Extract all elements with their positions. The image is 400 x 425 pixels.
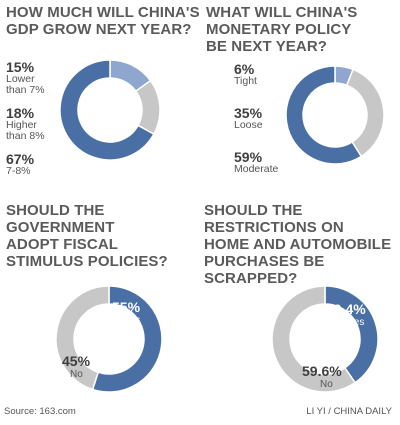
chart-4-slice-1-desc-1: Yes bbox=[348, 317, 365, 328]
chart-2-slice-1-desc-1: Tight bbox=[234, 75, 257, 87]
chart-1-slice-2-value: 18% bbox=[6, 105, 35, 121]
chart-4-title-line-1: SHOULD THE bbox=[204, 202, 303, 219]
chart-4-slice-2-value: 59.6% bbox=[302, 363, 342, 379]
chart-3-slice-2 bbox=[55, 285, 110, 391]
chart-2-slice-1-value: 6% bbox=[234, 61, 255, 77]
chart-2-title-line-3: BE NEXT YEAR? bbox=[206, 38, 328, 55]
chart-2-title-line-1: WHAT WILL CHINA'S bbox=[206, 4, 358, 21]
chart-4-title-line-3: HOME AND AUTOMOBILE bbox=[204, 236, 392, 253]
chart-3-slice-1 bbox=[91, 285, 163, 393]
chart-2-title-line-2: MONETARY POLICY bbox=[206, 21, 352, 38]
chart-2-title: WHAT WILL CHINA'S MONETARY POLICY BE NEX… bbox=[206, 4, 357, 55]
chart-3-donut bbox=[55, 285, 163, 393]
chart-1-donut bbox=[59, 59, 161, 161]
chart-3-slice-2-desc-1: No bbox=[70, 369, 83, 380]
chart-1-slice-1-desc-2: than 7% bbox=[6, 84, 45, 96]
chart-3-slice-1-desc-1: Yes bbox=[124, 315, 141, 326]
chart-4-title-line-4: PURCHASES BE SCRAPPED? bbox=[204, 253, 325, 287]
chart-3-title-line-3: ADOPT FISCAL bbox=[6, 236, 119, 253]
credit-note: LI YI / CHINA DAILY bbox=[306, 406, 392, 417]
chart-1-slice-2-desc-1: Higher bbox=[6, 119, 37, 131]
chart-1-slice-3 bbox=[59, 59, 155, 161]
chart-2-slice-3 bbox=[285, 65, 363, 165]
chart-3-title-line-1: SHOULD THE bbox=[6, 202, 105, 219]
chart-3-title: SHOULD THE GOVERNMENT ADOPT FISCAL STIMU… bbox=[6, 202, 168, 270]
chart-4-donut bbox=[271, 285, 379, 393]
chart-3-title-line-4: STIMULUS POLICIES? bbox=[6, 253, 168, 270]
chart-1-slice-3-value: 67% bbox=[6, 151, 35, 167]
chart-2-slice-2-desc-1: Loose bbox=[234, 119, 263, 131]
chart-4-slice-1-value: 40.4% bbox=[326, 301, 366, 317]
chart-3-title-line-2: GOVERNMENT bbox=[6, 219, 115, 236]
chart-1-slice-2-desc-2: than 8% bbox=[6, 130, 45, 142]
chart-2-slice-3-desc-1: Moderate bbox=[234, 163, 279, 175]
chart-3-slice-1-value: 55% bbox=[112, 299, 141, 315]
source-note: Source: 163.com bbox=[4, 406, 76, 417]
chart-1-slice-3-desc-1: 7-8% bbox=[6, 165, 31, 177]
chart-4-title-line-2: RESTRICTIONS ON bbox=[204, 219, 344, 236]
chart-1-title: HOW MUCH WILL CHINA'S GDP GROW NEXT YEAR… bbox=[6, 4, 200, 38]
chart-1-title-line-1: HOW MUCH WILL CHINA'S bbox=[6, 4, 200, 21]
chart-1-slice-1-value: 15% bbox=[6, 59, 35, 75]
chart-2-slice-2-value: 35% bbox=[234, 105, 263, 121]
chart-3-slice-2-value: 45% bbox=[62, 353, 91, 369]
chart-2-slice-3-value: 59% bbox=[234, 149, 263, 165]
chart-2-donut bbox=[285, 65, 385, 165]
chart-4-slice-2 bbox=[271, 285, 357, 393]
chart-1-title-line-2: GDP GROW NEXT YEAR? bbox=[6, 21, 192, 38]
chart-1-slice-1-desc-1: Lower bbox=[6, 73, 35, 85]
chart-4-slice-2-desc-1: No bbox=[320, 379, 333, 390]
chart-4-title: SHOULD THE RESTRICTIONS ON HOME AND AUTO… bbox=[204, 202, 400, 287]
